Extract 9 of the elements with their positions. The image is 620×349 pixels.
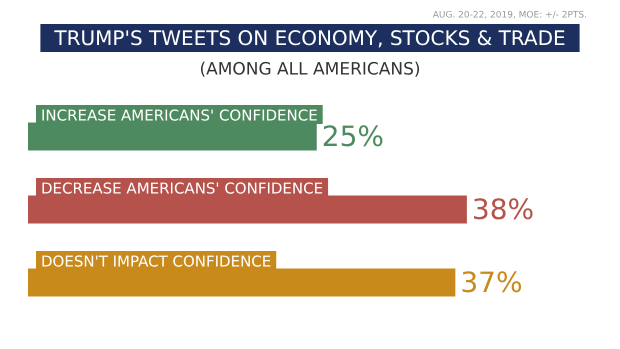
chart-subtitle: (AMONG ALL AMERICANS) (199, 60, 421, 80)
y-tick-label: DOESN'T IMPACT CONFIDENCE (41, 252, 272, 270)
data-label: 38% (472, 193, 534, 226)
y-tick-label: DECREASE AMERICANS' CONFIDENCE (41, 180, 324, 198)
chart-title: TRUMP'S TWEETS ON ECONOMY, STOCKS & TRADE (53, 26, 566, 50)
data-label: 25% (322, 120, 384, 153)
text: AUG. 20-22, 2019, MOE: +/- 2PTS. (432, 10, 588, 20)
data-label: 37% (460, 266, 523, 299)
y-tick-label: INCREASE AMERICANS' CONFIDENCE (41, 106, 318, 124)
